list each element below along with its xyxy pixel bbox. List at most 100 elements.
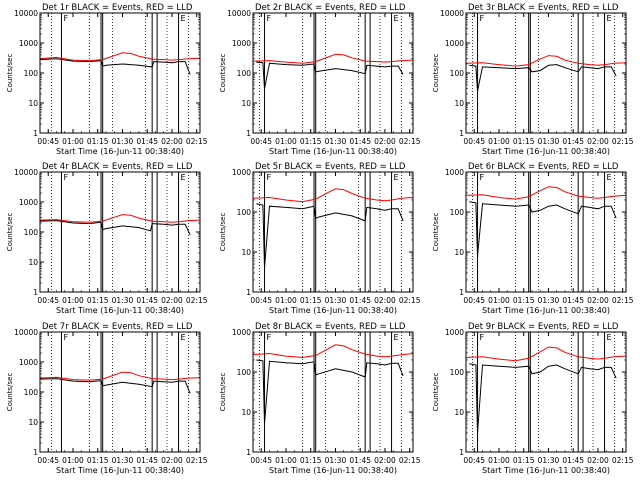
x-tick-label: 02:00 <box>374 137 396 146</box>
plot-frame <box>39 12 201 134</box>
y-tick-label: 10 <box>454 99 464 108</box>
x-tick-label: 01:00 <box>62 296 84 305</box>
x-tick-label: 00:45 <box>250 456 272 465</box>
x-tick-label: 01:45 <box>562 296 584 305</box>
y-tick-label: 10 <box>28 99 38 108</box>
marker-label-e: E <box>181 333 186 342</box>
plot-frame <box>39 171 201 293</box>
y-axis-label: Counts/sec <box>432 54 440 93</box>
x-tick-label: 02:15 <box>399 137 421 146</box>
x-axis-label: Start Time (16-Jun-11 00:38:40) <box>56 306 184 315</box>
x-axis-label: Start Time (16-Jun-11 00:38:40) <box>56 466 184 475</box>
pass-marker-lines <box>472 332 615 452</box>
x-tick-label: 01:00 <box>62 456 84 465</box>
y-tick-label: 1000 <box>19 358 38 367</box>
pass-marker-lines <box>51 172 189 292</box>
pass-marker-lines <box>259 13 402 133</box>
y-tick-label: 1000 <box>232 39 251 48</box>
y-axis-label: Counts/sec <box>219 54 227 93</box>
plot-title: Det 6r BLACK = Events, RED = LLD <box>468 162 619 172</box>
x-tick-label: 01:30 <box>538 137 560 146</box>
x-tick-label: 02:00 <box>374 456 396 465</box>
x-tick-label: 02:00 <box>161 137 183 146</box>
series-lld-line <box>465 186 627 200</box>
x-tick-label: 01:15 <box>513 456 535 465</box>
pass-marker-lines <box>472 172 615 292</box>
marker-label-f: F <box>480 333 485 342</box>
plot-frame <box>465 171 627 293</box>
marker-label-f: F <box>480 173 485 182</box>
y-tick-label: 10 <box>28 418 38 427</box>
x-tick-label: 01:45 <box>349 137 371 146</box>
marker-label-e: E <box>607 333 612 342</box>
marker-label-e: E <box>394 333 399 342</box>
x-tick-label: 01:15 <box>87 456 109 465</box>
marker-label-e: E <box>607 14 612 23</box>
x-tick-label: 00:45 <box>37 456 59 465</box>
series-events-line <box>39 378 191 394</box>
x-tick-label: 02:15 <box>612 456 634 465</box>
x-tick-label: 01:15 <box>300 456 322 465</box>
series-events-line <box>469 64 617 92</box>
x-tick-label: 01:30 <box>112 296 134 305</box>
x-tick-label: 02:15 <box>186 296 208 305</box>
series-lld-line <box>252 53 414 64</box>
x-tick-label: 01:00 <box>275 137 297 146</box>
x-tick-label: 01:45 <box>136 456 158 465</box>
plot-title: Det 1r BLACK = Events, RED = LLD <box>42 3 193 13</box>
marker-label-e: E <box>181 173 186 182</box>
x-tick-label: 00:45 <box>250 296 272 305</box>
x-tick-label: 01:15 <box>513 137 535 146</box>
x-tick-label: 01:30 <box>325 137 347 146</box>
series-lld-line <box>39 52 201 62</box>
y-tick-label: 10 <box>454 248 464 257</box>
plot-frame <box>252 12 414 134</box>
plot-title: Det 5r BLACK = Events, RED = LLD <box>255 162 406 172</box>
y-tick-label: 100 <box>450 69 465 78</box>
y-tick-label: 1000 <box>19 39 38 48</box>
x-tick-label: 01:45 <box>136 296 158 305</box>
y-tick-label: 10 <box>241 408 251 417</box>
y-tick-label: 10 <box>241 99 251 108</box>
y-axis-label: Counts/sec <box>432 213 440 252</box>
x-tick-label: 01:45 <box>562 456 584 465</box>
series-lld-line <box>465 55 627 67</box>
y-axis-label: Counts/sec <box>432 373 440 412</box>
y-tick-label: 100 <box>24 388 39 397</box>
x-tick-label: 01:00 <box>275 456 297 465</box>
x-tick-label: 02:00 <box>374 296 396 305</box>
y-tick-label: 10000 <box>14 168 38 177</box>
x-tick-label: 02:00 <box>161 296 183 305</box>
y-tick-label: 10 <box>28 258 38 267</box>
x-tick-label: 01:15 <box>87 137 109 146</box>
y-tick-label: 100 <box>237 69 252 78</box>
marker-label-f: F <box>63 173 68 182</box>
x-tick-label: 01:00 <box>488 137 510 146</box>
marker-label-f: F <box>63 333 68 342</box>
marker-label-e: E <box>394 14 399 23</box>
series-events-line <box>256 359 404 425</box>
x-tick-label: 01:15 <box>87 296 109 305</box>
pass-marker-lines <box>259 172 402 292</box>
y-tick-label: 100 <box>450 368 465 377</box>
y-axis-label: Counts/sec <box>219 373 227 412</box>
x-tick-label: 01:30 <box>538 296 560 305</box>
x-axis-label: Start Time (16-Jun-11 00:38:40) <box>56 147 184 156</box>
plot-title: Det 9r BLACK = Events, RED = LLD <box>468 322 619 332</box>
y-tick-label: 1000 <box>445 39 464 48</box>
y-tick-label: 1 <box>459 448 464 457</box>
plot-title: Det 2r BLACK = Events, RED = LLD <box>255 3 406 13</box>
series-lld-line <box>252 188 414 203</box>
plot-frame <box>39 331 201 453</box>
y-tick-label: 1 <box>33 288 38 297</box>
y-tick-label: 1 <box>246 129 251 138</box>
plot-frame <box>465 12 627 134</box>
x-tick-label: 02:15 <box>612 137 634 146</box>
series-events-line <box>39 220 191 236</box>
x-tick-label: 01:45 <box>562 137 584 146</box>
x-tick-label: 01:00 <box>488 296 510 305</box>
